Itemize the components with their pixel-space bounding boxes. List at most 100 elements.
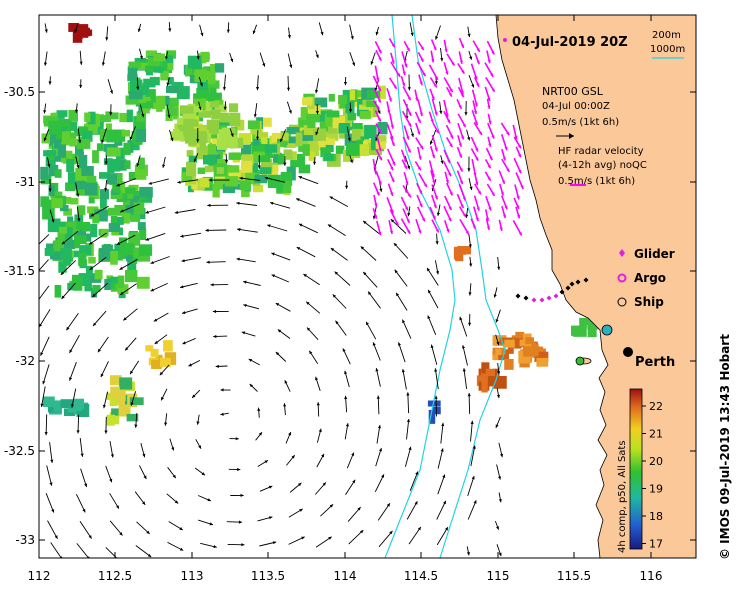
sst-cell	[84, 123, 98, 135]
sst-cell	[146, 89, 156, 103]
velocity-arrow-head	[207, 498, 211, 502]
velocity-arrow	[329, 196, 349, 207]
legend-1000m: 1000m	[650, 44, 685, 55]
velocity-arrow-head	[296, 198, 300, 202]
velocity-arrow-head	[44, 432, 48, 436]
hf-arrow-head	[407, 96, 411, 101]
sst-cell	[69, 138, 77, 147]
hf-arrow-head	[501, 180, 505, 184]
velocity-arrow-head	[272, 541, 277, 545]
velocity-arrow-head	[168, 28, 172, 32]
velocity-arrow-head	[393, 243, 398, 247]
ship-marker	[575, 356, 585, 366]
velocity-arrow-head	[269, 516, 273, 520]
velocity-arrow-head	[328, 536, 332, 540]
hf-arrow-head	[376, 192, 380, 196]
sst-cell	[109, 375, 122, 386]
sst-cell	[116, 397, 126, 406]
velocity-arrow-head	[375, 368, 379, 372]
sst-cell	[367, 90, 381, 99]
velocity-arrow-head	[248, 359, 253, 362]
sst-cell	[78, 252, 87, 267]
hf-arrow-head	[461, 70, 465, 74]
colorbar	[629, 388, 643, 550]
sst-cell	[114, 243, 123, 251]
velocity-arrow	[45, 493, 55, 513]
velocity-arrow-head	[284, 380, 288, 384]
velocity-arrow-head	[334, 271, 338, 275]
velocity-arrow	[377, 502, 391, 521]
sst-cell	[118, 405, 131, 417]
velocity-arrow-head	[434, 368, 438, 372]
sst-cell	[260, 117, 272, 127]
hf-arrow-head	[433, 46, 437, 51]
velocity-arrow-head	[60, 271, 65, 275]
hf-arrow-head	[488, 207, 492, 211]
sst-cell	[101, 244, 113, 256]
sst-cell	[121, 130, 131, 137]
hf-arrow-head	[448, 217, 452, 222]
y-tick-label: -30.5	[4, 85, 35, 99]
velocity-arrow	[49, 442, 53, 463]
sst-cell	[123, 142, 131, 155]
velocity-arrow	[75, 494, 86, 513]
sst-cell	[219, 112, 230, 123]
sst-cell	[88, 192, 95, 204]
velocity-arrow-head	[89, 241, 93, 245]
velocity-arrow-head	[465, 214, 469, 218]
sst-cell	[48, 164, 59, 177]
velocity-arrow-head	[109, 112, 113, 116]
sst-cell	[525, 337, 535, 345]
sst-cell	[359, 144, 370, 156]
hf-arrow-head	[408, 112, 412, 116]
sst-cell	[428, 409, 436, 424]
hf-arrow-head	[459, 168, 463, 172]
sst-cell	[119, 242, 126, 254]
sst-cell	[150, 348, 159, 357]
sst-cell	[306, 113, 320, 123]
velocity-arrow	[92, 310, 107, 327]
hf-arrow-head	[475, 181, 479, 186]
velocity-arrow	[377, 395, 380, 415]
sst-cell	[111, 408, 124, 416]
velocity-arrow-head	[188, 363, 192, 367]
velocity-arrow-head	[116, 505, 119, 509]
velocity-arrow-head	[230, 58, 234, 62]
sst-cell	[66, 158, 75, 173]
velocity-arrow-head	[379, 448, 382, 452]
sst-cell	[64, 240, 76, 250]
velocity-arrow-head	[315, 111, 319, 115]
velocity-arrow-head	[77, 218, 81, 222]
sst-cell	[325, 117, 333, 127]
sst-cell	[315, 111, 328, 122]
sst-cell	[308, 105, 321, 115]
sst-cell	[323, 153, 334, 161]
velocity-arrow-head	[313, 161, 317, 165]
sst-cell	[167, 57, 174, 71]
hf-arrow-head	[518, 153, 521, 158]
hf-arrow-head	[378, 147, 382, 152]
sst-cell	[264, 144, 278, 153]
sst-cell	[125, 270, 138, 283]
sst-cell	[138, 244, 153, 256]
colorbar-label: 4h comp, p50, All Sats	[617, 440, 628, 553]
sst-cell	[43, 150, 57, 157]
sst-cell	[199, 137, 207, 150]
velocity-arrow-head	[145, 237, 149, 241]
sst-cell	[307, 136, 319, 149]
velocity-arrow-head	[299, 508, 303, 512]
sst-cell	[65, 182, 76, 192]
sst-cell	[205, 101, 213, 112]
velocity-arrow	[394, 269, 408, 287]
velocity-arrow-head	[110, 454, 114, 458]
velocity-arrow-head	[296, 247, 301, 250]
velocity-arrow-head	[74, 29, 78, 33]
velocity-arrow	[69, 334, 80, 354]
sst-cell	[67, 172, 76, 184]
velocity-arrow-head	[471, 84, 475, 88]
velocity-arrow-head	[236, 257, 240, 261]
sst-cell	[58, 261, 67, 273]
velocity-arrow-head	[252, 30, 256, 34]
velocity-arrow-head	[196, 56, 200, 60]
sst-cell	[147, 57, 160, 68]
